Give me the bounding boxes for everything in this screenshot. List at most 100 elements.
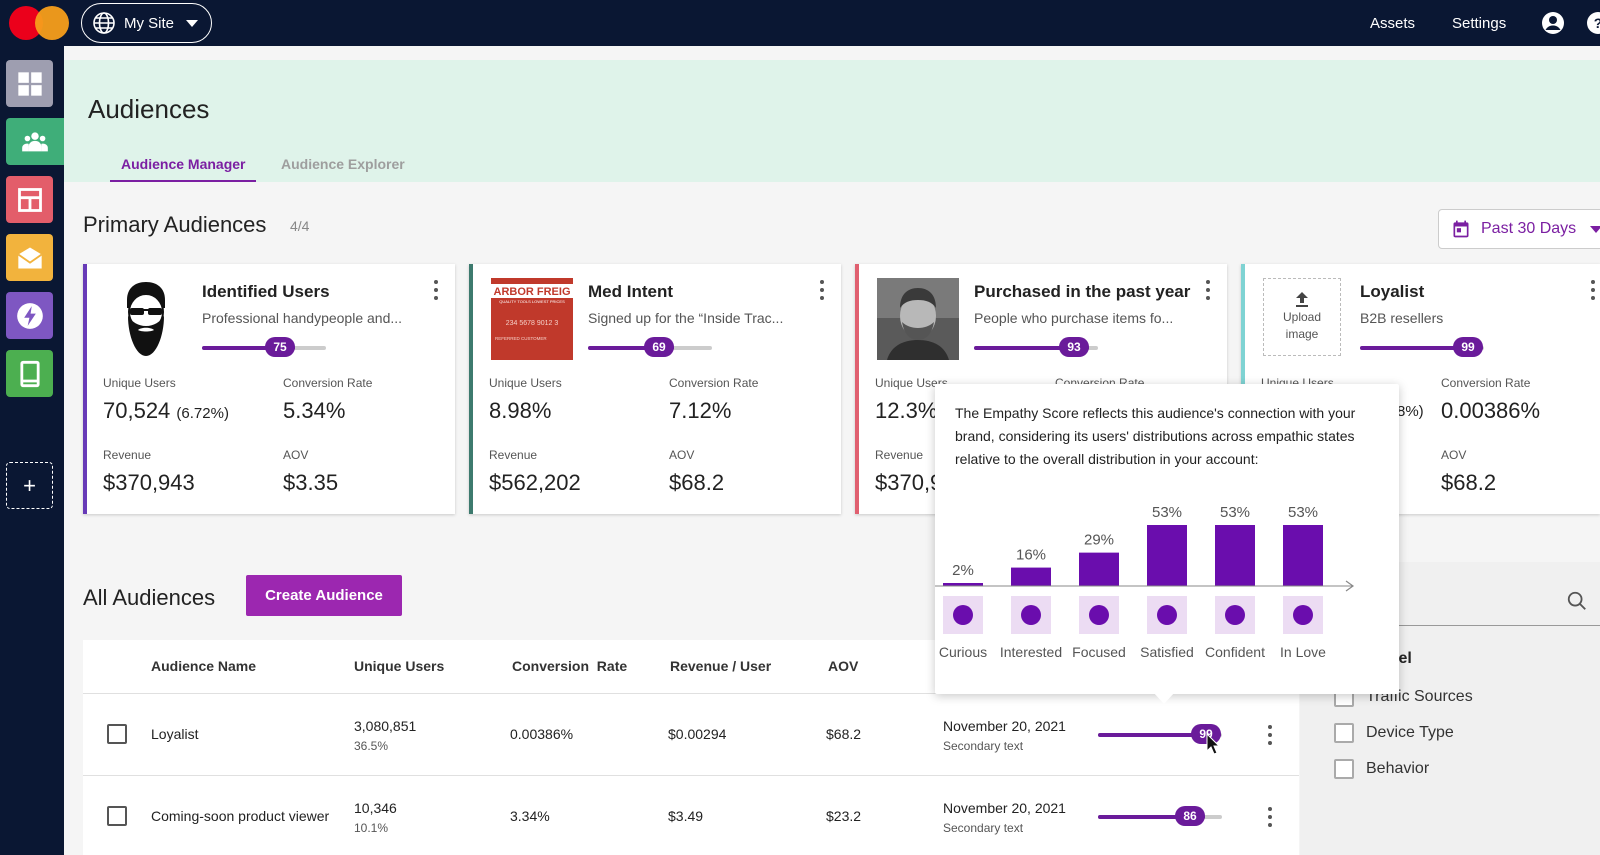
metric-label: Conversion Rate bbox=[1441, 376, 1531, 390]
empathy-score-tooltip: The Empathy Score reflects this audience… bbox=[935, 384, 1399, 704]
people-icon bbox=[22, 131, 48, 151]
upload-image-button[interactable]: Upload image bbox=[1263, 278, 1341, 356]
empathy-score-slider[interactable]: 99 bbox=[1098, 724, 1222, 744]
category-label: Satisfied bbox=[1140, 644, 1194, 660]
card-description: B2B resellers bbox=[1360, 310, 1444, 326]
aov-value: $68.2 bbox=[669, 470, 725, 495]
aov: $23.2 bbox=[826, 808, 862, 824]
check-head-icon bbox=[1157, 605, 1177, 625]
add-nav-item[interactable]: + bbox=[6, 462, 53, 509]
audience-name[interactable]: Loyalist bbox=[151, 726, 199, 742]
filter-behavior[interactable]: Behavior bbox=[1334, 759, 1429, 779]
score-knob[interactable]: 99 bbox=[1453, 337, 1483, 357]
card-title: Purchased in the past year bbox=[974, 282, 1191, 301]
slider-fill bbox=[1098, 733, 1221, 737]
column-header-users[interactable]: Unique Users bbox=[354, 658, 445, 674]
mail-nav-item[interactable] bbox=[6, 234, 53, 281]
revenue-value: $562,202 bbox=[489, 470, 581, 495]
metric-label: Unique Users bbox=[103, 376, 176, 390]
revenue-per-user: $3.49 bbox=[668, 808, 704, 824]
revenue-per-user: $0.00294 bbox=[668, 726, 727, 742]
column-header-aov[interactable]: AOV bbox=[828, 658, 859, 674]
empathy-score-slider[interactable]: 86 bbox=[1098, 806, 1222, 826]
layout-icon bbox=[17, 187, 42, 212]
empathy-score-slider[interactable]: 75 bbox=[202, 337, 326, 357]
svg-text:?: ? bbox=[1594, 15, 1600, 31]
more-vert-icon[interactable] bbox=[1205, 280, 1211, 300]
unique-users-pct: 8%) bbox=[1397, 403, 1424, 420]
settings-link[interactable]: Settings bbox=[1452, 15, 1507, 32]
column-header-conversion[interactable]: Conversion Rate bbox=[512, 658, 628, 674]
bar-satisfied bbox=[1147, 525, 1187, 586]
conversion-rate-value: 5.34% bbox=[283, 398, 346, 423]
date: November 20, 2021 bbox=[943, 800, 1066, 816]
more-vert-icon[interactable] bbox=[1267, 807, 1273, 827]
conversion-rate-value: 7.12% bbox=[669, 398, 732, 423]
unique-users-value: 70,524 (6.72%) bbox=[103, 398, 229, 423]
more-vert-icon[interactable] bbox=[433, 280, 439, 300]
checkbox[interactable] bbox=[1334, 723, 1354, 743]
audience-card[interactable]: ARBOR FREIG QUALITY TOOLS LOWEST PRICES 23… bbox=[469, 264, 841, 514]
unique-users: 10,346 bbox=[354, 800, 397, 816]
score-knob[interactable]: 86 bbox=[1175, 806, 1205, 826]
chevron-down-icon bbox=[1590, 225, 1600, 233]
score-knob[interactable]: 69 bbox=[644, 337, 674, 357]
metric-label: Revenue bbox=[489, 448, 538, 462]
empathy-score-slider[interactable]: 69 bbox=[588, 337, 712, 357]
bar-confident bbox=[1215, 525, 1255, 586]
question-head-icon bbox=[953, 605, 973, 625]
account-icon[interactable] bbox=[1541, 11, 1565, 35]
assets-link[interactable]: Assets bbox=[1370, 15, 1416, 32]
lightbulb-head-icon bbox=[1021, 605, 1041, 625]
tablet-icon bbox=[19, 360, 40, 387]
more-vert-icon[interactable] bbox=[1590, 280, 1596, 300]
aov-value: $3.35 bbox=[283, 470, 339, 495]
column-header-name[interactable]: Audience Name bbox=[151, 658, 257, 674]
chevron-down-icon bbox=[186, 19, 199, 27]
slider-fill bbox=[974, 346, 1089, 350]
help-icon[interactable]: ? bbox=[1586, 11, 1600, 35]
mobile-nav-item[interactable] bbox=[6, 350, 53, 397]
checkbox[interactable] bbox=[1334, 759, 1354, 779]
empathy-score-slider[interactable]: 93 bbox=[974, 337, 1098, 357]
layout-nav-item[interactable] bbox=[6, 176, 53, 223]
tab-audience-explorer[interactable]: Audience Explorer bbox=[281, 156, 405, 172]
bar-value-label: 53% bbox=[1152, 504, 1182, 521]
date-range-selector[interactable]: Past 30 Days bbox=[1438, 209, 1600, 249]
image-number: 234 5678 9012 3 bbox=[506, 320, 559, 327]
unique-users-pct: 10.1% bbox=[354, 821, 389, 835]
create-audience-button[interactable]: Create Audience bbox=[246, 575, 402, 616]
empathy-score-slider[interactable]: 99 bbox=[1360, 337, 1484, 357]
grid-icon bbox=[17, 71, 42, 96]
score-knob[interactable]: 93 bbox=[1059, 337, 1089, 357]
revenue-value: $370,9 bbox=[875, 470, 943, 495]
dashboard-nav-item[interactable] bbox=[6, 60, 53, 107]
column-header-revenue-user[interactable]: Revenue / User bbox=[670, 658, 772, 674]
tab-audience-manager[interactable]: Audience Manager bbox=[110, 156, 257, 182]
site-selector[interactable]: My Site bbox=[81, 3, 212, 43]
bolt-nav-item[interactable] bbox=[6, 292, 53, 339]
brand-logo[interactable] bbox=[9, 6, 69, 40]
mail-icon bbox=[17, 247, 42, 268]
image-caption: REFERRED CUSTOMER bbox=[495, 336, 547, 341]
tooltip-arrow bbox=[1153, 692, 1175, 704]
more-vert-icon[interactable] bbox=[1267, 725, 1273, 745]
row-checkbox[interactable] bbox=[107, 724, 127, 744]
unique-users: 3,080,851 bbox=[354, 718, 417, 734]
search-icon[interactable] bbox=[1566, 590, 1588, 612]
score-knob[interactable]: 75 bbox=[265, 337, 295, 357]
audience-name[interactable]: Coming-soon product viewer bbox=[151, 808, 330, 824]
slider-fill bbox=[588, 346, 674, 350]
table-row[interactable]: Coming-soon product viewer 10,346 10.1% … bbox=[83, 775, 1299, 855]
metric-label: AOV bbox=[283, 448, 309, 462]
row-checkbox[interactable] bbox=[107, 806, 127, 826]
more-vert-icon[interactable] bbox=[819, 280, 825, 300]
audiences-nav-item[interactable] bbox=[6, 118, 64, 165]
all-audiences-title: All Audiences bbox=[83, 585, 216, 610]
category-label: Focused bbox=[1072, 644, 1126, 660]
table-row[interactable]: Loyalist 3,080,851 36.5% 0.00386% $0.002… bbox=[83, 693, 1299, 775]
metric-label: Unique Users bbox=[489, 376, 562, 390]
audiences-table: Audience Name Unique Users Conversion Ra… bbox=[83, 640, 1299, 855]
audience-card[interactable]: Identified Users Professional handypeopl… bbox=[83, 264, 455, 514]
filter-device-type[interactable]: Device Type bbox=[1334, 723, 1454, 743]
